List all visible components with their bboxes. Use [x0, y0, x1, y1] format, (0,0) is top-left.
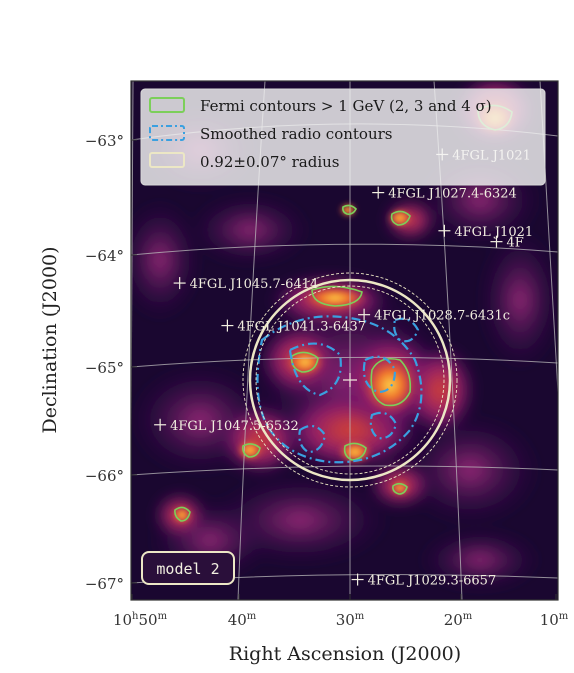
model-badge-label: model 2 [156, 560, 219, 578]
source-label: 4FGL J1021 [454, 225, 533, 240]
x-tick-label: 40m [228, 611, 257, 629]
legend-label-radius: 0.92±0.07° radius [200, 153, 340, 171]
source-label: 4FGL J1028.7-6431c [374, 309, 510, 324]
x-tick-label: 20m [444, 611, 473, 629]
x-tick-label: 10h50m [113, 611, 168, 629]
source-marker: 4FGL J1041.3-6437 [221, 319, 366, 335]
legend-swatch-radius [149, 152, 185, 168]
source-marker: 4FGL J1029.3-6657 [351, 573, 497, 589]
x-axis-label: Right Ascension (J2000) [229, 643, 461, 665]
y-tick-label: −65° [85, 359, 124, 377]
y-tick-label: −67° [85, 575, 124, 593]
axes-frame [130, 80, 559, 601]
source-marker: 4FGL J1027.4-6324 [372, 186, 517, 202]
x-tick-label: 10m [540, 611, 569, 629]
source-label: 4FGL J1047.5-6532 [170, 419, 299, 434]
source-marker: 4F [490, 235, 524, 251]
y-tick-labels: −63° −64° −65° −66° −67° [85, 132, 124, 593]
source-label: 4FGL J1027.4-6324 [388, 187, 517, 202]
center-marker [343, 373, 357, 387]
source-marker: 4FGL J1028.7-6431c [358, 308, 510, 324]
source-marker: 4FGL J1021 [438, 224, 533, 240]
source-label: 4FGL J1041.3-6437 [237, 320, 366, 335]
source-marker: 4FGL J1045.7-6414 [173, 277, 319, 292]
axis-ticks [131, 139, 557, 600]
x-tick-label: 30m [336, 611, 365, 629]
x-tick-labels: 10h50m 40m 30m 20m 10m [113, 611, 569, 629]
source-marker: 4FGL J1047.5-6532 [154, 418, 299, 434]
model-badge: model 2 [141, 551, 235, 585]
y-tick-label: −63° [85, 132, 124, 150]
source-label: 4FGL J1045.7-6414 [190, 277, 319, 292]
legend-swatch-fermi [149, 97, 185, 113]
legend-swatch-radio [149, 125, 185, 141]
radius-circles [242, 272, 458, 488]
source-label: 4FGL J1029.3-6657 [368, 574, 497, 589]
legend-label-radio: Smoothed radio contours [200, 125, 393, 143]
legend-label-fermi: Fermi contours > 1 GeV (2, 3 and 4 σ) [200, 97, 492, 115]
y-tick-label: −66° [85, 467, 124, 485]
y-tick-label: −64° [85, 247, 124, 265]
y-axis-label: Declination (J2000) [39, 246, 61, 433]
source-label: 4F [506, 236, 523, 251]
legend: Fermi contours > 1 GeV (2, 3 and 4 σ) Sm… [140, 88, 546, 186]
